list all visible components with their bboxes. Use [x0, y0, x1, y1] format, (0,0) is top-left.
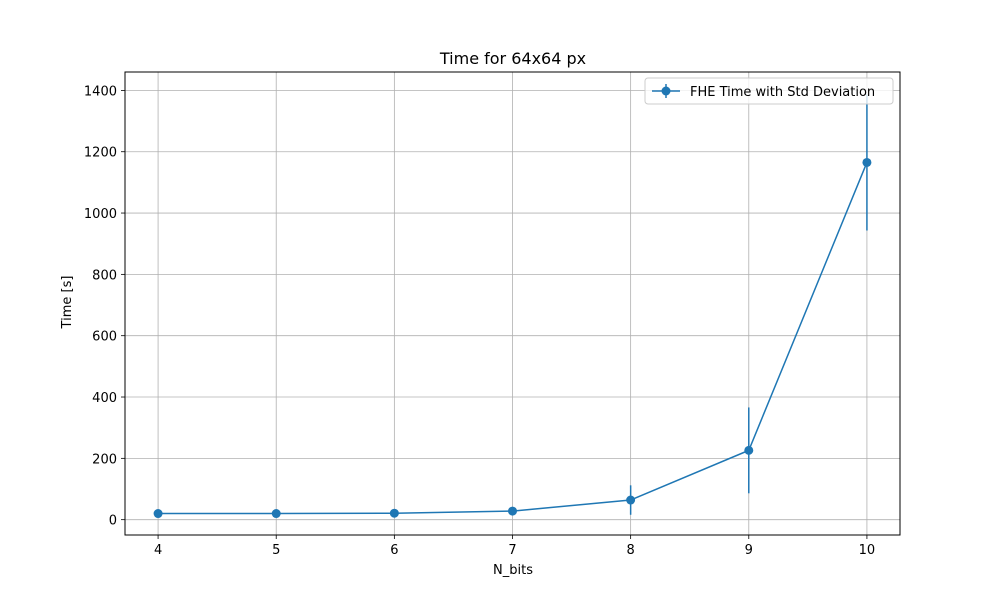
y-tick-label: 800: [92, 268, 117, 283]
y-axis-label: Time [s]: [60, 276, 75, 330]
ticks: 4 5 6 7 8 9 10 0 200 400 600 800 1000 1200 1400: [84, 84, 875, 558]
y-tick-label: 400: [92, 391, 117, 406]
x-tick-label: 6: [390, 543, 398, 558]
legend-box: [644, 77, 894, 105]
data-point: [153, 509, 163, 519]
y-tick-label: 200: [92, 452, 117, 467]
x-tick-label: 4: [154, 543, 162, 558]
data-point: [271, 509, 281, 519]
y-tick-label: 0: [109, 514, 117, 529]
x-tick-label: 9: [745, 543, 753, 558]
data-point: [862, 157, 872, 167]
data-point: [744, 445, 754, 455]
data-point: [626, 495, 636, 505]
y-tick-label: 1200: [84, 146, 117, 161]
data-point: [389, 508, 399, 518]
x-tick-label: 7: [508, 543, 516, 558]
data-series: [153, 94, 872, 519]
chart-title: Time for 64x64 px: [439, 49, 586, 68]
series-layer: [153, 94, 872, 519]
x-tick-label: 8: [626, 543, 634, 558]
y-tick-label: 1000: [84, 207, 117, 222]
x-tick-label: 10: [859, 543, 876, 558]
y-tick-label: 600: [92, 330, 117, 345]
legend: FHE Time with Std Deviation: [644, 77, 894, 105]
legend-label: FHE Time with Std Deviation: [690, 85, 875, 100]
x-tick-label: 5: [272, 543, 280, 558]
data-point: [508, 506, 517, 516]
x-axis-label: N_bits: [493, 563, 533, 578]
legend-point-marker: [661, 86, 671, 96]
y-tick-label: 1400: [84, 84, 117, 99]
